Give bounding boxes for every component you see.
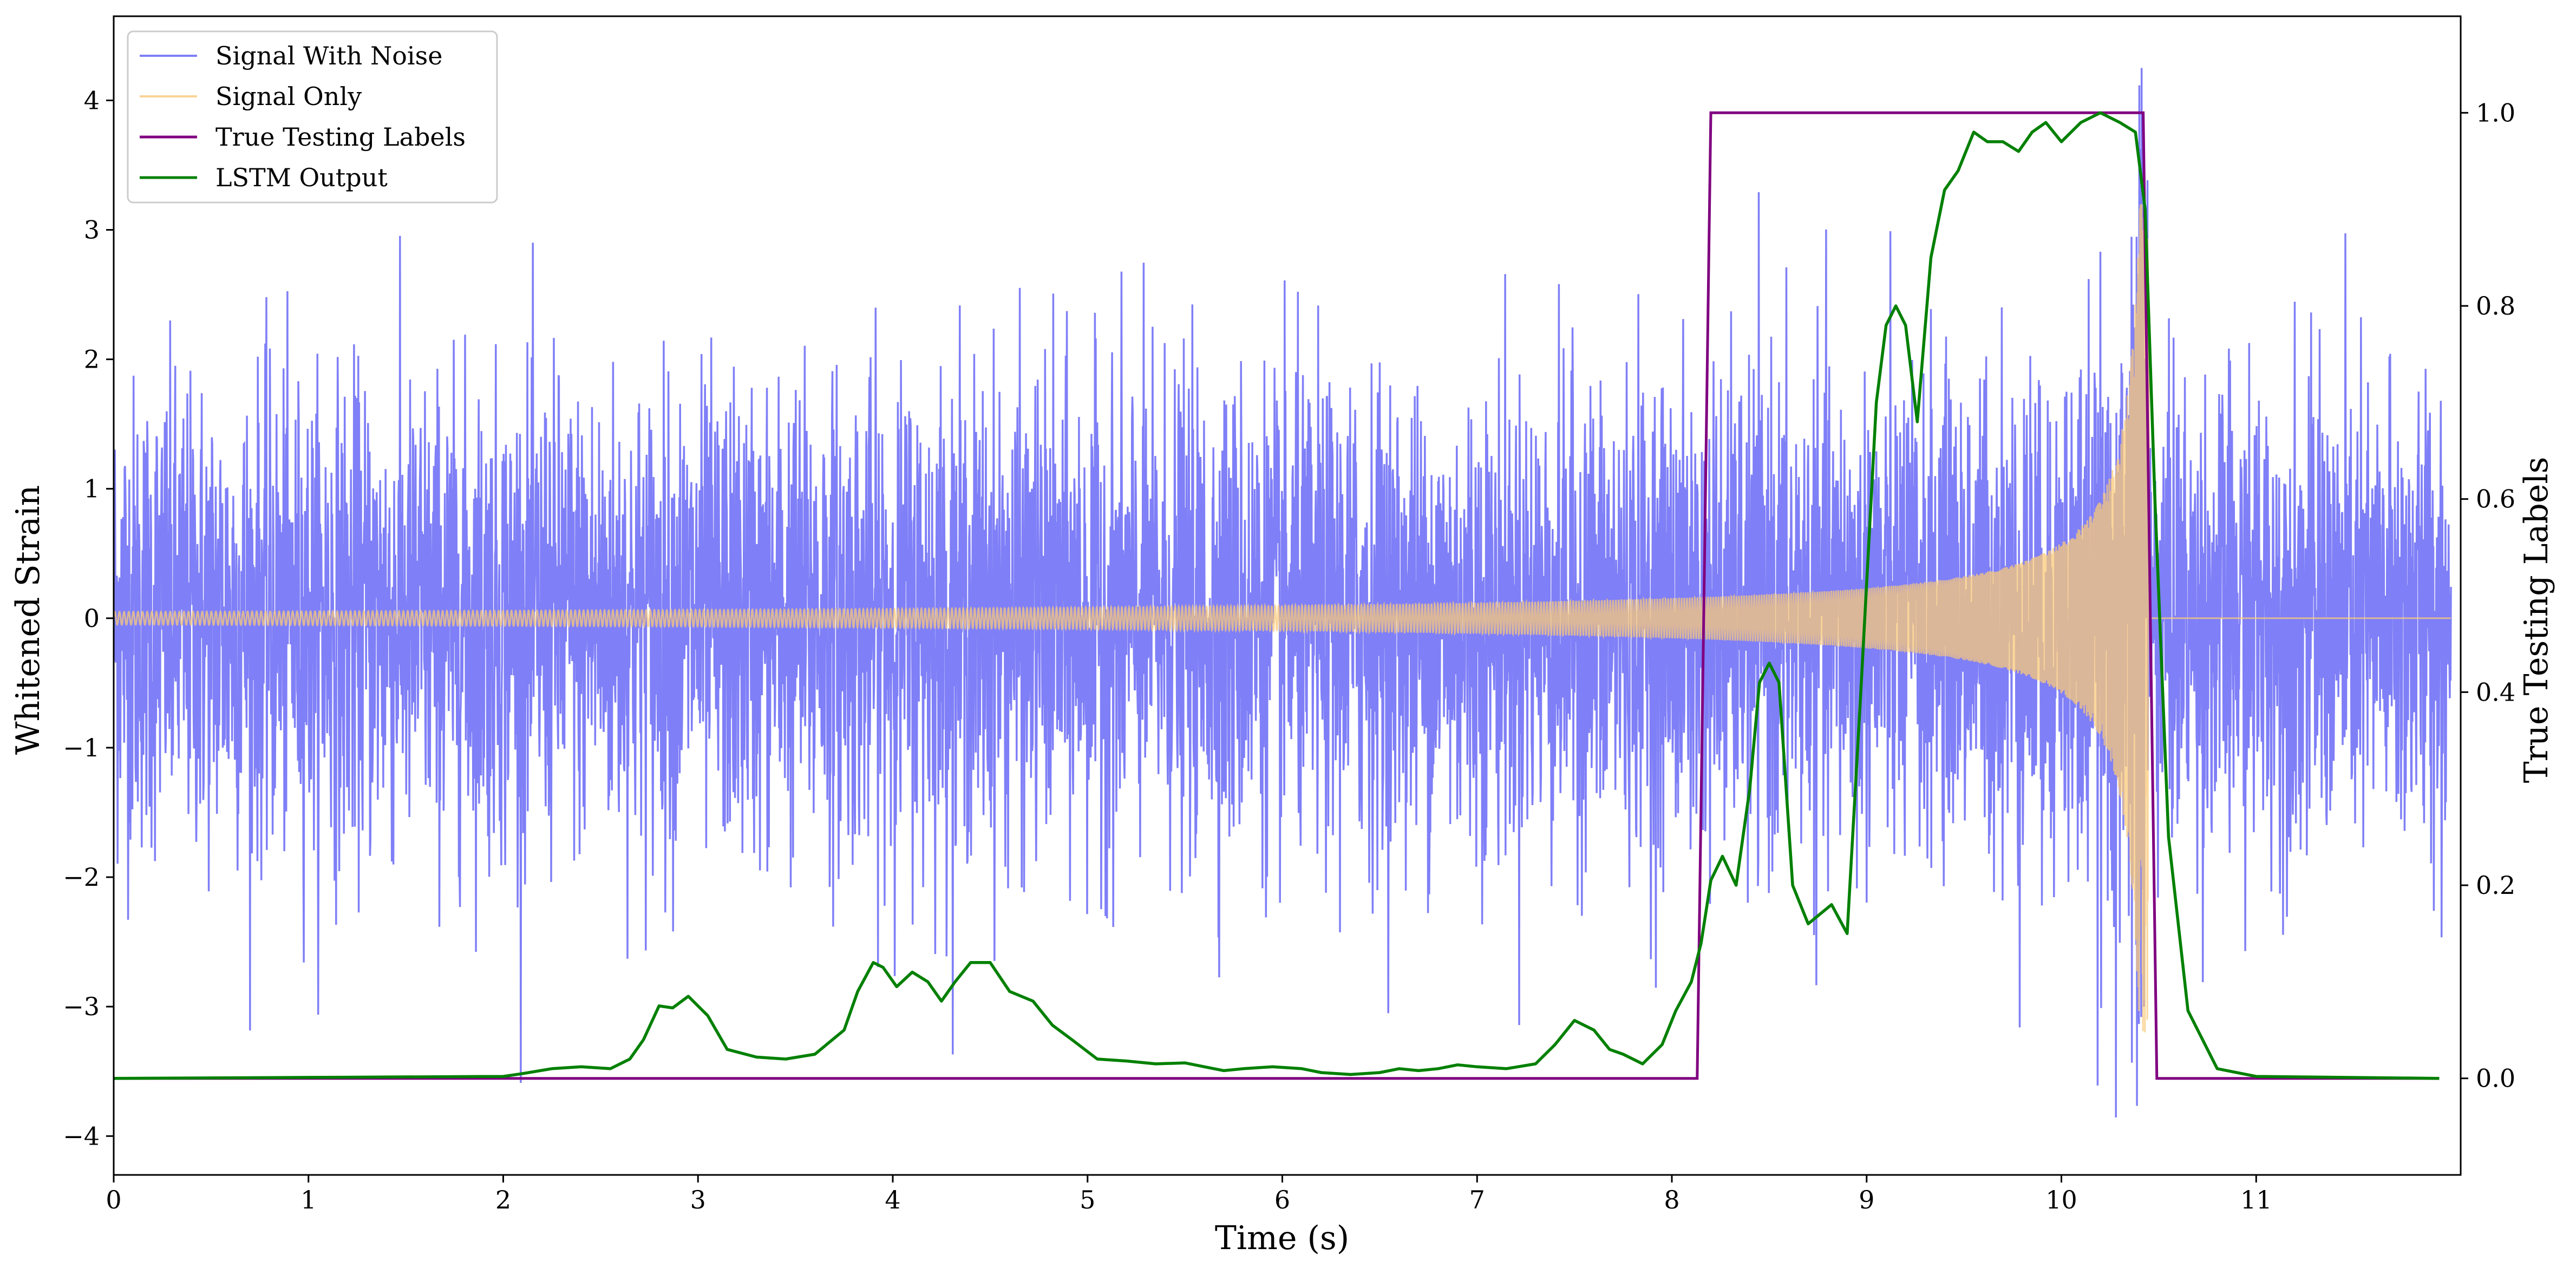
legend-box <box>127 30 498 204</box>
plot-frame <box>113 15 2462 1176</box>
legend-label: Signal Only <box>215 82 362 111</box>
y-left-tick-label: 4 <box>84 86 100 115</box>
y-left-tick-label: 0 <box>84 604 100 633</box>
legend-label: Signal With Noise <box>215 41 442 70</box>
y-axis-right: 1.0 0.8 0.6 0.4 0.2 0.0 <box>2461 98 2515 1093</box>
y-right-tick-label: 0.8 <box>2476 291 2515 321</box>
plot-area <box>114 68 2452 1118</box>
x-tick-label: 2 <box>495 1185 511 1214</box>
x-tick-label: 3 <box>690 1185 706 1214</box>
lstm-output-line <box>114 111 2440 1080</box>
x-tick-label: 7 <box>1469 1185 1485 1214</box>
legend-label: True Testing Labels <box>215 122 466 152</box>
signal-only-line <box>114 204 2451 1033</box>
signal-with-noise-line <box>114 68 2452 1118</box>
x-tick-label: 1 <box>300 1185 316 1214</box>
y-left-tick-label: −4 <box>63 1121 100 1151</box>
x-tick-label: 9 <box>1859 1185 1874 1214</box>
y-right-tick-label: 0.2 <box>2476 871 2515 900</box>
y-right-tick-label: 0.4 <box>2476 677 2515 707</box>
x-axis: 0 1 2 3 4 5 6 7 8 9 10 11 <box>106 1175 2272 1214</box>
series-signal-only <box>114 204 2451 1033</box>
legend-label: LSTM Output <box>215 163 388 192</box>
x-tick-label: 5 <box>1080 1185 1095 1214</box>
y-right-tick-label: 0.0 <box>2476 1064 2515 1093</box>
y-left-tick-label: −3 <box>63 992 100 1021</box>
x-tick-label: 10 <box>2045 1185 2077 1214</box>
y-left-tick-label: −2 <box>63 863 100 892</box>
y-left-tick-label: 1 <box>84 474 100 504</box>
y-left-tick-label: −1 <box>63 733 100 762</box>
series-signal-with-noise <box>114 68 2452 1118</box>
legend: Signal With Noise Signal Only True Testing… <box>127 30 498 204</box>
x-tick-label: 0 <box>106 1185 121 1214</box>
y-right-tick-label: 0.6 <box>2476 485 2515 514</box>
y-right-tick-label: 1.0 <box>2476 98 2515 127</box>
y-axis-left: 4 3 2 1 0 −1 −2 −3 −4 <box>63 86 114 1151</box>
y-axis-left-title: Whitened Strain <box>9 485 47 755</box>
true-testing-labels-line <box>114 111 2440 1080</box>
x-tick-label: 8 <box>1664 1185 1679 1214</box>
y-left-tick-label: 2 <box>84 345 100 374</box>
x-tick-label: 11 <box>2240 1185 2272 1214</box>
series-lstm-output <box>114 111 2440 1080</box>
x-axis-title: Time (s) <box>1215 1219 1349 1257</box>
series-true-testing-labels <box>114 111 2440 1080</box>
x-tick-label: 4 <box>885 1185 900 1214</box>
y-left-tick-label: 3 <box>84 215 100 245</box>
x-tick-label: 6 <box>1274 1185 1290 1214</box>
y-axis-right-title: True Testing Labels <box>2518 457 2555 783</box>
